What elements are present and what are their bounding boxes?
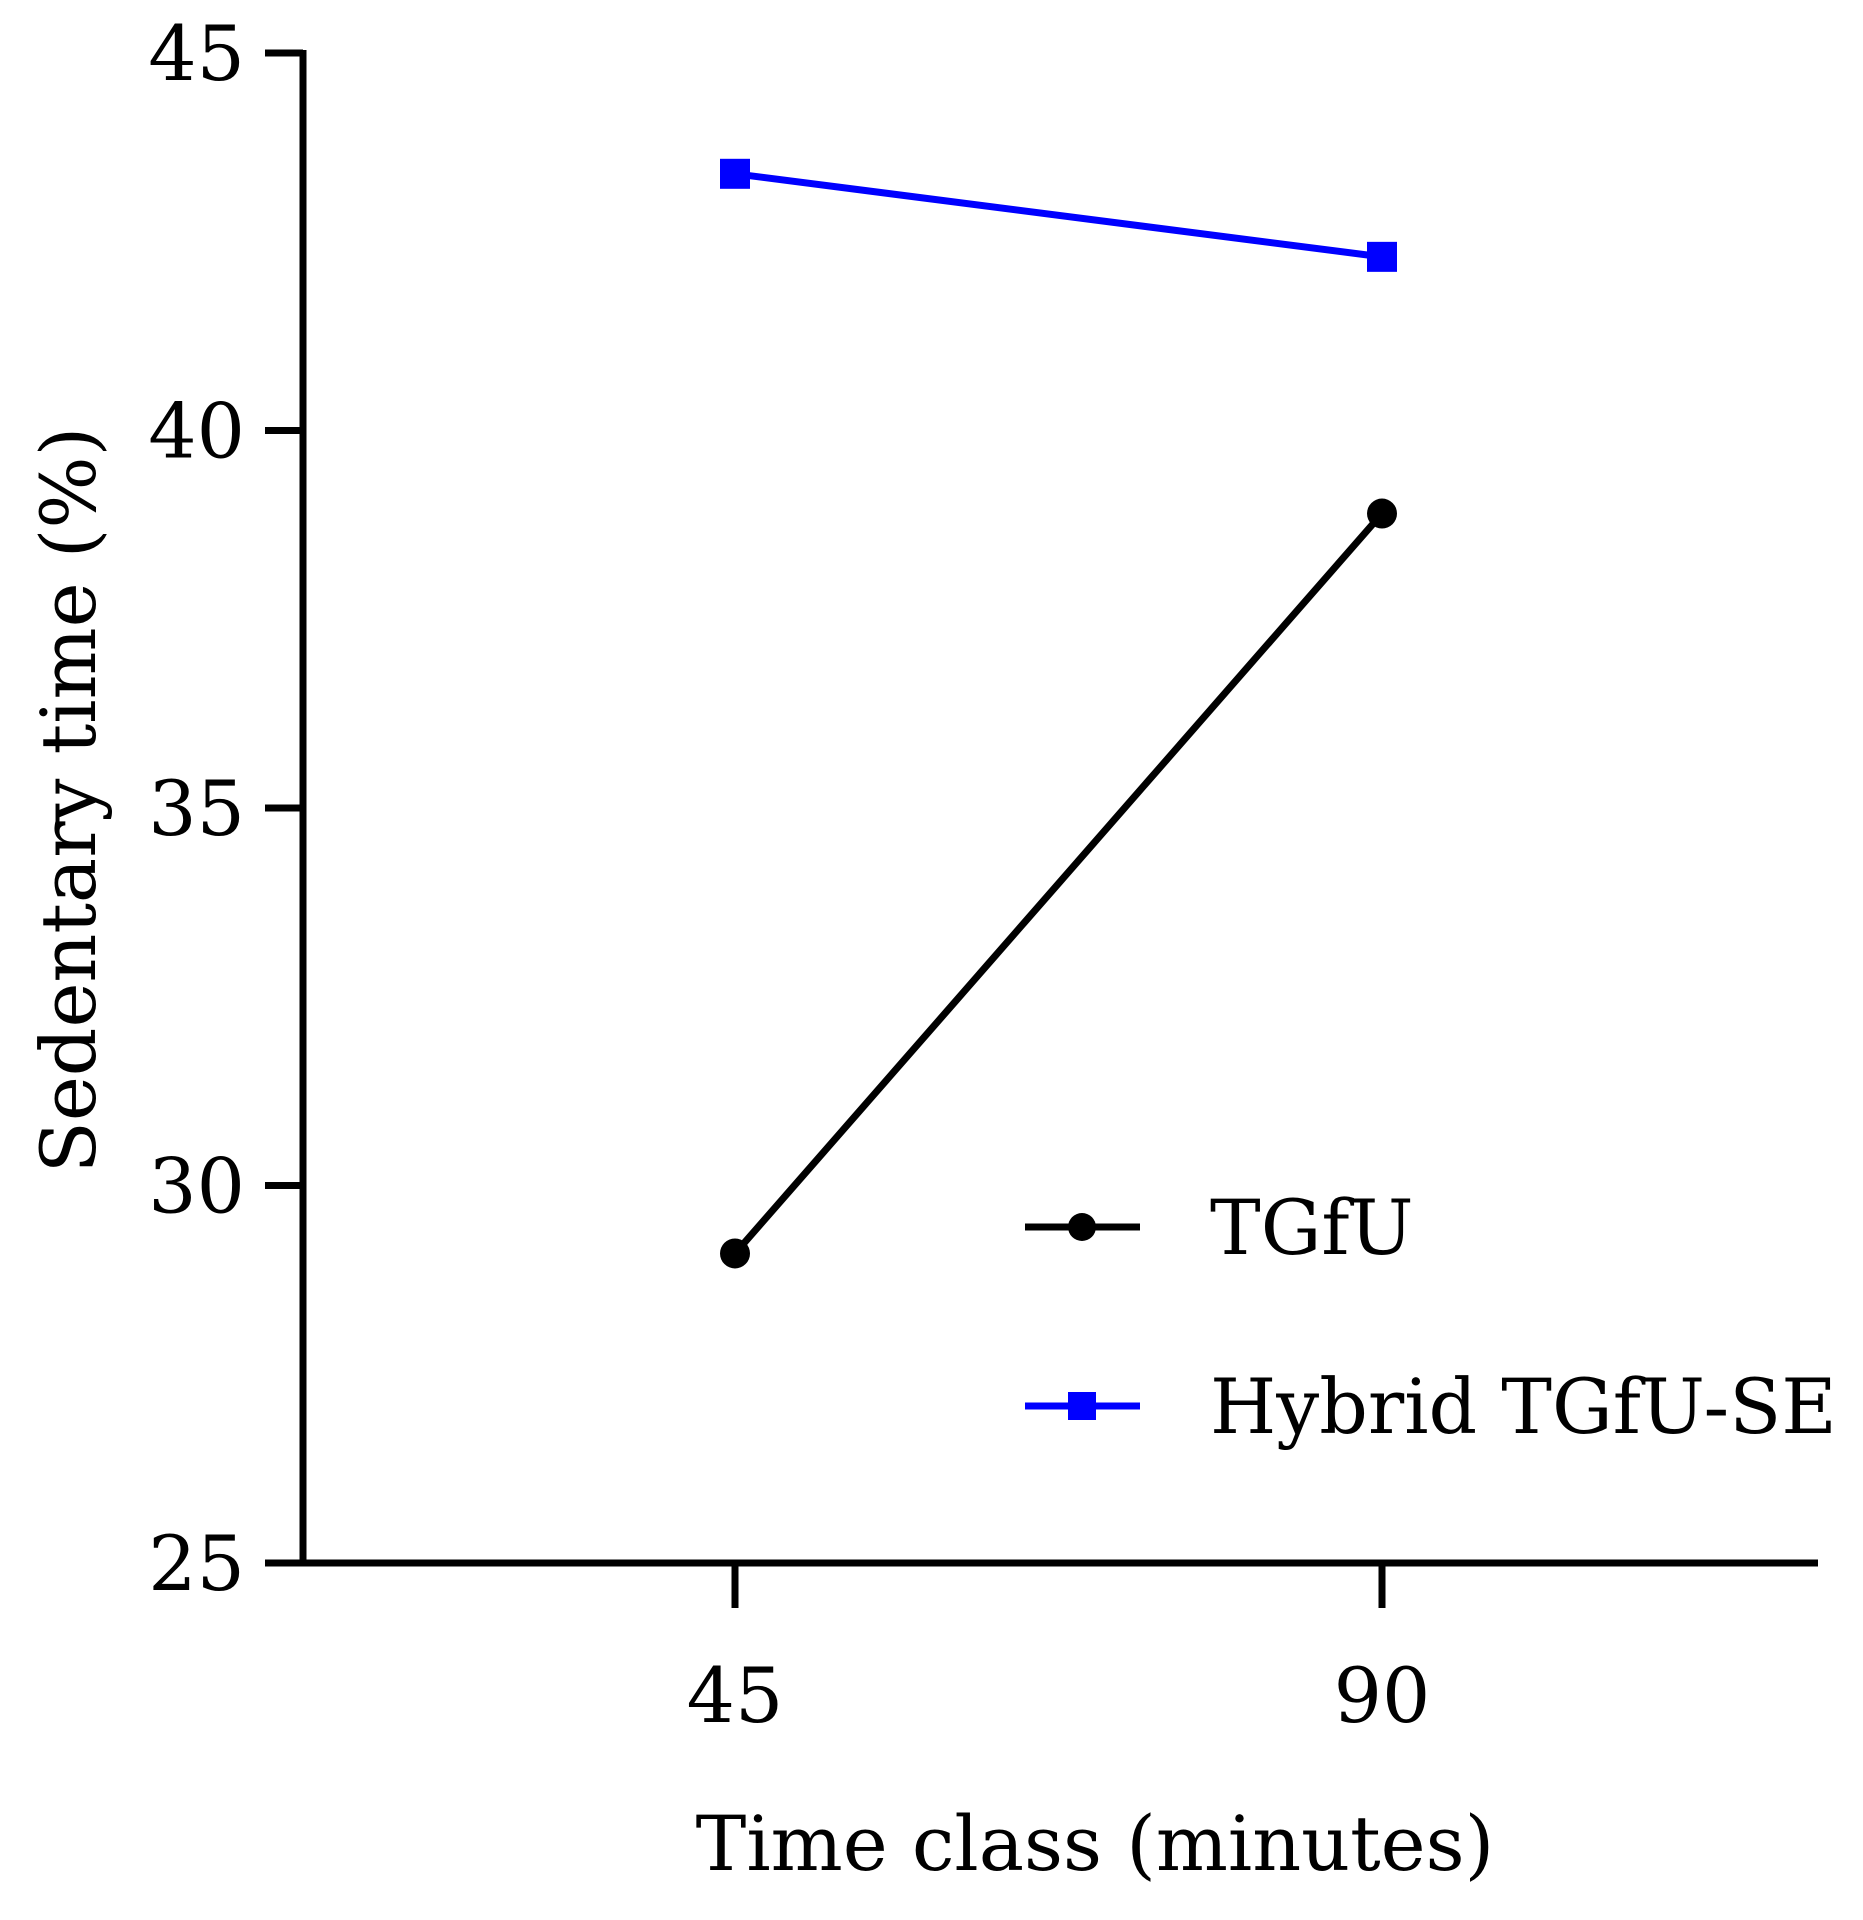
series <box>720 158 1397 1269</box>
axes <box>265 50 1818 1567</box>
x-ticks: 45 90 <box>687 1563 1431 1740</box>
y-axis-label: Sedentary time (%) <box>24 427 113 1173</box>
y-tick-label: 35 <box>148 764 245 853</box>
legend: TGfU Hybrid TGfU-SE <box>1025 1183 1837 1451</box>
legend-marker-tgfu <box>1068 1213 1096 1241</box>
y-tick-label: 30 <box>148 1142 245 1231</box>
y-ticks: 25 30 35 40 45 <box>148 9 303 1608</box>
y-tick-label: 25 <box>148 1519 245 1608</box>
data-point-hybrid-tgfu-se <box>720 158 750 189</box>
data-point-tgfu <box>1367 498 1397 529</box>
legend-marker-hybrid-tgfu-se <box>1068 1392 1096 1420</box>
x-axis-label: Time class (minutes) <box>696 1799 1495 1888</box>
x-tick-label: 90 <box>1334 1651 1431 1740</box>
series-line-hybrid-tgfu-se <box>734 170 1383 261</box>
y-tick-label: 40 <box>148 387 245 476</box>
data-point-tgfu <box>720 1238 750 1269</box>
data-point-hybrid-tgfu-se <box>1367 241 1397 272</box>
y-tick-label: 45 <box>148 9 245 98</box>
legend-label-tgfu: TGfU <box>1210 1183 1414 1272</box>
series-line-tgfu <box>732 511 1385 1256</box>
legend-label-hybrid-tgfu-se: Hybrid TGfU-SE <box>1210 1362 1837 1451</box>
x-tick-label: 45 <box>687 1651 784 1740</box>
